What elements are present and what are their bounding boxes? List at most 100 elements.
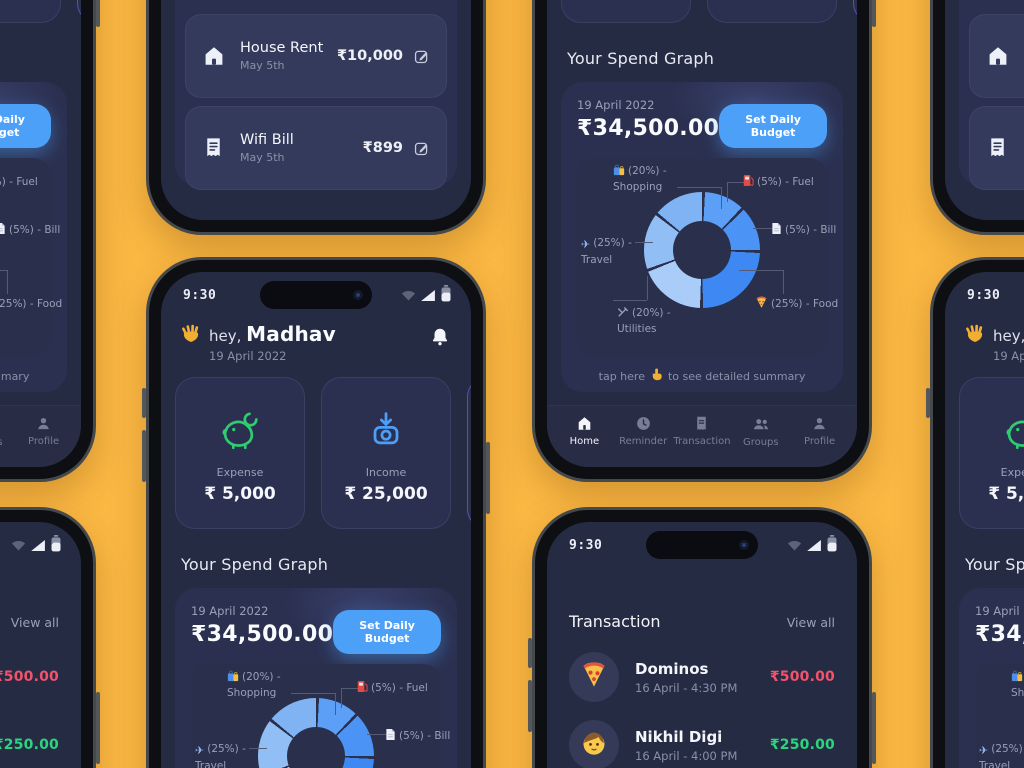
greeting-text: hey, Madhav: [209, 322, 336, 346]
expense-card[interactable]: Expense ₹ 5,000: [959, 377, 1024, 529]
chart-label-travel: ✈(25%) - Travel: [979, 743, 1024, 768]
nav-item-profile[interactable]: Profile: [790, 415, 849, 467]
spend-chart-card: (20%) - Shopping (5%) - Fuel (5%) - Bill…: [0, 158, 62, 356]
status-time: 9:30: [569, 538, 603, 553]
transaction-list: Dominos 16 April - 4:30 PM ₹500.00 Nikhi…: [547, 643, 857, 768]
stat-card-partial[interactable]: [467, 377, 471, 529]
bottom-nav-bar: Home Reminder Transaction Groups Profile: [0, 405, 81, 467]
transaction-row[interactable]: Nikhil Digi 16 April - 4:00 PM ₹250.00: [0, 711, 81, 768]
expense-card[interactable]: Expense ₹ 5,000: [561, 0, 691, 23]
nav-item-profile[interactable]: Profile: [14, 415, 73, 467]
front-camera: [739, 540, 749, 550]
stat-cards-row: Expense ₹ 5,000 Income ₹ 25,000: [175, 377, 471, 529]
income-card[interactable]: Income ₹ 25,000: [321, 377, 451, 529]
boy-avatar-icon: [580, 729, 608, 761]
greeting-row: hey, Madhav 19 April 2022: [181, 322, 451, 363]
chart-label-bill: (5%) - Bill: [0, 222, 60, 239]
stat-cards-row: Expense ₹ 5,000 Income ₹ 25,000: [0, 0, 81, 23]
waving-hand-icon: [181, 324, 201, 344]
pointing-finger-icon: [650, 368, 663, 384]
house-icon: [986, 44, 1010, 68]
battery-icon: [827, 535, 837, 556]
phone-bills-top: House Rent May 5th ₹10,000 Wifi Bill May…: [146, 0, 486, 235]
spend-donut-chart[interactable]: [644, 192, 760, 308]
set-daily-budget-button[interactable]: Set Daily Budget: [719, 104, 827, 148]
transaction-title: Transaction: [569, 612, 661, 631]
transaction-row[interactable]: Nikhil Digi 16 April - 4:00 PM ₹250.00: [547, 711, 857, 768]
chart-label-bill: (5%) - Bill: [771, 222, 836, 239]
bill-page-icon: [0, 222, 6, 239]
view-all-link[interactable]: View all: [10, 615, 59, 630]
waving-hand-icon: [965, 324, 985, 344]
nav-item-home[interactable]: Home: [555, 415, 614, 467]
bottom-nav-bar: Home Reminder Transaction Groups Profile: [547, 405, 857, 467]
income-card[interactable]: Income ₹ 25,000: [707, 0, 837, 23]
airplane-icon: ✈: [195, 744, 205, 757]
shopping-bags-icon: [227, 670, 239, 686]
notification-bell-icon[interactable]: [429, 326, 451, 348]
upcoming-bills-panel: House Rent May 5th ₹10,000 Wifi Bill May…: [175, 0, 457, 190]
chart-label-shopping: (20%) - Shopping: [613, 164, 667, 194]
stat-card-partial[interactable]: [853, 0, 857, 23]
bill-row[interactable]: House Rent May 5th ₹10,000: [185, 14, 447, 98]
chart-label-shopping: (20%) - Shopping: [1011, 670, 1024, 700]
bill-page-icon: [771, 222, 782, 239]
pizza-icon: [755, 296, 768, 313]
nav-item-reminder[interactable]: Reminder: [614, 415, 673, 467]
bill-row[interactable]: Wifi Bill May 5th ₹899: [185, 106, 447, 190]
status-time: 9:30: [967, 288, 1001, 303]
user-name: Madhav: [246, 322, 336, 346]
spend-donut-chart[interactable]: [258, 698, 374, 768]
fuel-pump-icon: [357, 680, 368, 697]
chart-label-food: (25%) - Food: [755, 296, 838, 313]
piggy-bank-icon: [217, 402, 263, 460]
upcoming-bills-panel: House Rent May 5th ₹10,000 Wifi Bill May…: [959, 0, 1024, 190]
expense-card[interactable]: Expense ₹ 5,000: [175, 377, 305, 529]
transaction-list: Dominos 16 April - 4:30 PM ₹500.00 Nikhi…: [0, 643, 81, 768]
nav-item-transaction[interactable]: Transaction: [673, 415, 732, 467]
set-daily-budget-button[interactable]: Set Daily Budget: [333, 610, 441, 654]
nav-item-groups[interactable]: Groups: [731, 415, 790, 467]
donut-hole: [673, 221, 731, 279]
chart-label-bill: (5%) - Bill: [385, 728, 450, 745]
airplane-icon: ✈: [979, 744, 989, 757]
phone-bills-right: House Rent May 5th ₹10,000 Wifi Bill May…: [930, 0, 1024, 235]
edit-bill-button[interactable]: [413, 48, 430, 65]
wifi-icon: [787, 536, 802, 555]
shopping-bags-icon: [1011, 670, 1023, 686]
chart-label-food: (25%) - Food: [0, 298, 63, 310]
pizza-avatar-icon: [580, 661, 608, 693]
spend-panel: 19 April 2022 ₹34,500.00 Set Daily Budge…: [561, 82, 843, 392]
fuel-pump-icon: [743, 174, 754, 191]
avatar: [569, 720, 619, 768]
status-bar: 9:30: [0, 522, 81, 556]
greeting-date: 19 April 2022: [993, 349, 1024, 363]
transaction-row[interactable]: Dominos 16 April - 4:30 PM ₹500.00: [0, 643, 81, 711]
transaction-row[interactable]: Dominos 16 April - 4:30 PM ₹500.00: [547, 643, 857, 711]
piggy-bank-icon: [1001, 402, 1024, 460]
tap-here-hint[interactable]: tap here to see detailed summary: [0, 369, 30, 383]
battery-icon: [441, 285, 451, 306]
stat-cards-row: Expense ₹ 5,000 Income ₹ 25,000: [959, 377, 1024, 529]
shopping-bags-icon: [613, 164, 625, 180]
donut-hole: [287, 727, 345, 768]
bill-row[interactable]: Wifi Bill May 5th ₹899: [969, 106, 1024, 190]
wifi-icon: [11, 536, 26, 555]
stat-card-partial[interactable]: [77, 0, 81, 23]
tap-here-hint[interactable]: tap here to see detailed summary: [598, 368, 806, 384]
set-daily-budget-button[interactable]: Set Daily Budget: [0, 104, 51, 148]
nav-item-groups[interactable]: Groups: [0, 415, 14, 467]
airplane-icon: ✈: [581, 238, 591, 251]
signal-icon: [421, 286, 436, 305]
battery-icon: [51, 535, 61, 556]
income-card[interactable]: Income ₹ 25,000: [0, 0, 61, 23]
view-all-link[interactable]: View all: [786, 615, 835, 630]
spend-graph-title: Your Spend Graph: [965, 555, 1024, 574]
bill-row[interactable]: House Rent May 5th ₹10,000: [969, 14, 1024, 98]
edit-bill-button[interactable]: [413, 140, 430, 157]
tools-icon: [617, 306, 629, 322]
receipt-icon: [202, 136, 226, 160]
bill-page-icon: [385, 728, 396, 745]
transaction-amount: ₹250.00: [0, 737, 59, 753]
